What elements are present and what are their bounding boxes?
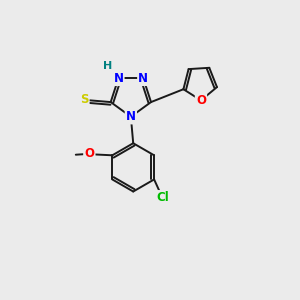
- Text: N: N: [126, 110, 136, 123]
- Text: S: S: [80, 93, 88, 106]
- Text: Cl: Cl: [156, 191, 169, 204]
- Text: O: O: [196, 94, 206, 107]
- Text: O: O: [84, 147, 94, 160]
- Text: H: H: [103, 61, 112, 71]
- Text: N: N: [138, 72, 148, 85]
- Text: N: N: [113, 72, 123, 85]
